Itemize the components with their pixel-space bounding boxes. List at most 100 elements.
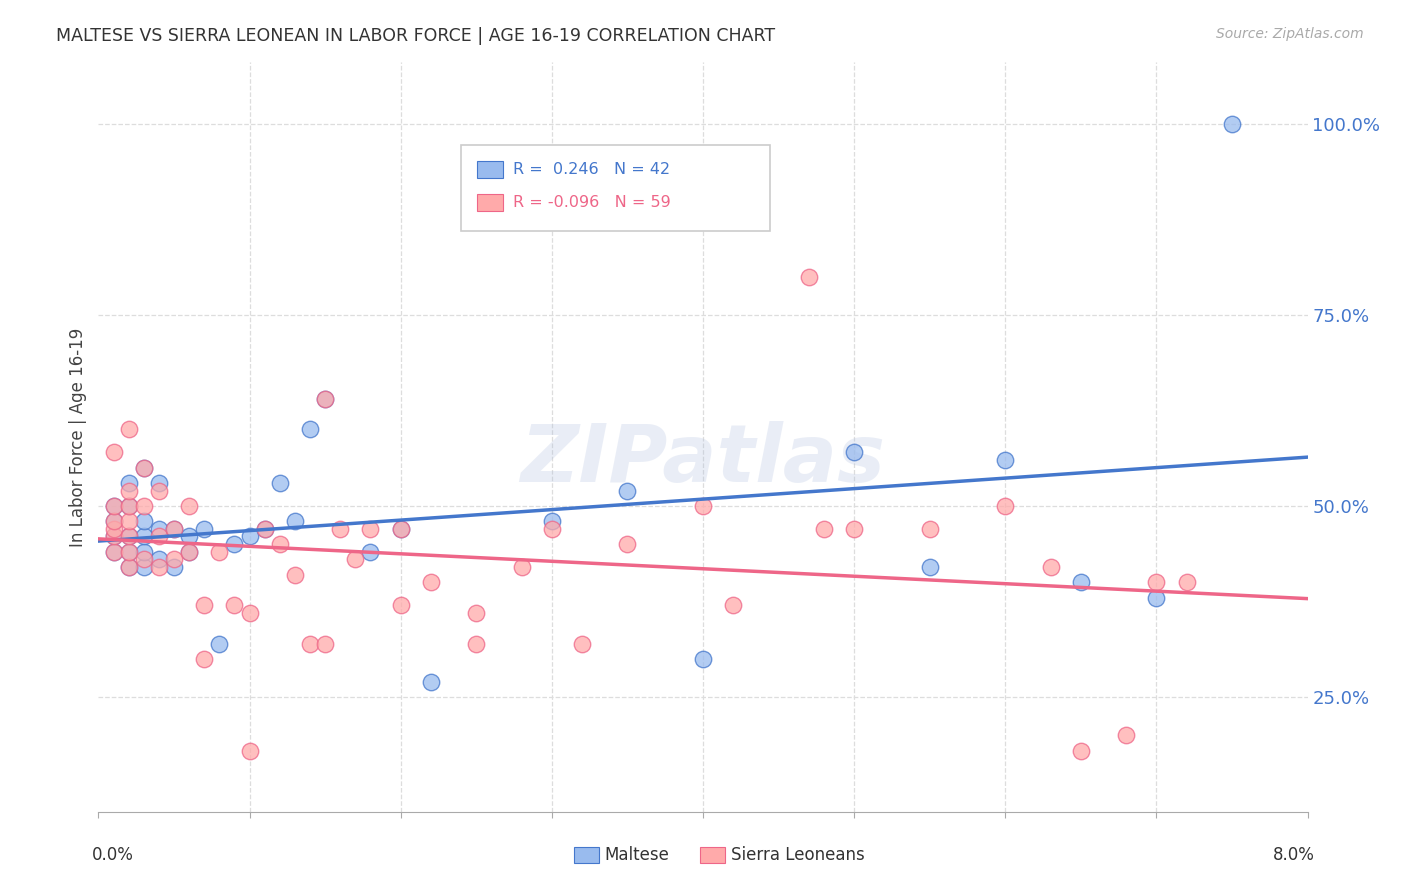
Point xyxy=(118,560,141,574)
Point xyxy=(465,606,488,620)
Point xyxy=(465,636,488,650)
Point xyxy=(132,560,155,574)
Point xyxy=(193,599,215,613)
Point xyxy=(314,392,336,406)
Point xyxy=(103,445,125,459)
Point xyxy=(420,674,443,689)
Point xyxy=(118,545,141,559)
Point xyxy=(1220,117,1243,131)
Point xyxy=(118,529,141,543)
Text: R = -0.096   N = 59: R = -0.096 N = 59 xyxy=(513,195,671,210)
Point xyxy=(103,529,125,543)
Point xyxy=(389,522,412,536)
Point xyxy=(103,514,125,528)
Point xyxy=(103,499,125,513)
Bar xyxy=(477,161,503,178)
Point xyxy=(179,499,201,513)
Point xyxy=(193,652,215,666)
Point xyxy=(148,529,170,543)
Point xyxy=(994,453,1017,467)
Point xyxy=(239,529,262,543)
Point xyxy=(1146,591,1168,605)
Bar xyxy=(477,194,503,211)
Text: Source: ZipAtlas.com: Source: ZipAtlas.com xyxy=(1216,27,1364,41)
Point xyxy=(360,522,382,536)
Point xyxy=(540,522,562,536)
Point xyxy=(103,522,125,536)
Point xyxy=(1115,728,1137,742)
Point xyxy=(510,560,533,574)
Point xyxy=(118,422,141,436)
Point xyxy=(253,522,276,536)
Point xyxy=(360,545,382,559)
Point xyxy=(118,475,141,490)
Point xyxy=(118,545,141,559)
Point xyxy=(616,483,638,498)
Point xyxy=(132,499,155,513)
Point xyxy=(994,499,1017,513)
Point xyxy=(269,537,291,551)
Point xyxy=(692,652,714,666)
Text: MALTESE VS SIERRA LEONEAN IN LABOR FORCE | AGE 16-19 CORRELATION CHART: MALTESE VS SIERRA LEONEAN IN LABOR FORCE… xyxy=(56,27,775,45)
FancyBboxPatch shape xyxy=(461,145,769,231)
Text: Maltese: Maltese xyxy=(605,847,669,864)
Point xyxy=(253,522,276,536)
Point xyxy=(179,545,201,559)
Point xyxy=(118,560,141,574)
Point xyxy=(163,552,186,566)
Point xyxy=(344,552,367,566)
Point xyxy=(103,529,125,543)
Point xyxy=(540,514,562,528)
Point xyxy=(1039,560,1062,574)
Point xyxy=(844,445,866,459)
Point xyxy=(163,522,186,536)
Point xyxy=(284,514,307,528)
Point xyxy=(692,499,714,513)
Text: R =  0.246   N = 42: R = 0.246 N = 42 xyxy=(513,162,671,178)
Point xyxy=(103,499,125,513)
Point xyxy=(118,529,141,543)
Point xyxy=(208,636,231,650)
Point xyxy=(329,522,352,536)
Point xyxy=(224,537,246,551)
Point xyxy=(918,560,941,574)
Text: 0.0%: 0.0% xyxy=(91,846,134,863)
Point xyxy=(208,545,231,559)
Point xyxy=(132,460,155,475)
Point xyxy=(284,567,307,582)
Point xyxy=(148,560,170,574)
Point xyxy=(1070,575,1092,590)
Point xyxy=(132,529,155,543)
Point xyxy=(723,599,745,613)
Point xyxy=(118,483,141,498)
Point xyxy=(132,460,155,475)
Point xyxy=(571,636,593,650)
Point xyxy=(118,499,141,513)
Point xyxy=(918,522,941,536)
Point xyxy=(239,743,262,757)
Point xyxy=(193,522,215,536)
Text: Sierra Leoneans: Sierra Leoneans xyxy=(731,847,865,864)
Point xyxy=(118,514,141,528)
Point xyxy=(179,529,201,543)
Point xyxy=(239,606,262,620)
Text: 8.0%: 8.0% xyxy=(1272,846,1315,863)
Y-axis label: In Labor Force | Age 16-19: In Labor Force | Age 16-19 xyxy=(69,327,87,547)
Point xyxy=(813,522,835,536)
Point xyxy=(299,422,322,436)
Point xyxy=(148,483,170,498)
Point xyxy=(1146,575,1168,590)
Point xyxy=(163,522,186,536)
Point xyxy=(148,552,170,566)
Point xyxy=(269,475,291,490)
Point xyxy=(299,636,322,650)
Point xyxy=(1070,743,1092,757)
Point xyxy=(797,269,820,284)
Point xyxy=(179,545,201,559)
Point xyxy=(163,560,186,574)
Point xyxy=(420,575,443,590)
Point xyxy=(103,545,125,559)
Point xyxy=(844,522,866,536)
Point xyxy=(132,552,155,566)
Point xyxy=(132,545,155,559)
